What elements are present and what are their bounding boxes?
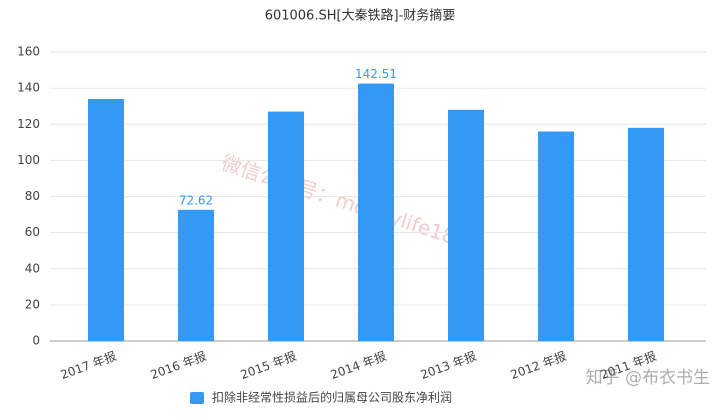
y-tick-label: 20 bbox=[25, 297, 40, 311]
bar bbox=[448, 109, 484, 341]
bar bbox=[358, 83, 394, 342]
y-tick-label: 140 bbox=[17, 81, 40, 95]
x-tick-label: 2014 年报 bbox=[328, 348, 388, 382]
x-tick-label: 2015 年报 bbox=[238, 348, 298, 382]
bar bbox=[88, 98, 124, 342]
y-tick-label: 0 bbox=[32, 334, 40, 348]
y-tick-label: 60 bbox=[25, 225, 40, 239]
watermark: 微信公众号：moneylife1818 bbox=[218, 150, 482, 256]
y-tick-label: 160 bbox=[17, 45, 40, 59]
watermark: 知乎 @布衣书生 bbox=[586, 368, 710, 388]
x-tick-label: 2017 年报 bbox=[58, 348, 118, 382]
y-tick-label: 40 bbox=[25, 261, 40, 275]
legend-label: 扣除非经常性损益后的归属母公司股东净利润 bbox=[212, 390, 452, 405]
y-tick-label: 80 bbox=[25, 189, 40, 203]
bar bbox=[178, 209, 214, 341]
y-tick-label: 120 bbox=[17, 117, 40, 131]
bar bbox=[538, 131, 574, 341]
y-tick-label: 100 bbox=[17, 153, 40, 167]
data-label: 72.62 bbox=[179, 193, 213, 207]
legend-swatch bbox=[190, 392, 204, 404]
data-label: 142.51 bbox=[355, 67, 397, 81]
x-tick-label: 2016 年报 bbox=[148, 348, 208, 382]
chart-title: 601006.SH[大秦铁路]-财务摘要 bbox=[265, 8, 456, 24]
bar bbox=[628, 127, 664, 341]
x-tick-label: 2012 年报 bbox=[508, 348, 568, 382]
bar bbox=[268, 111, 304, 341]
x-tick-label: 2013 年报 bbox=[418, 348, 478, 382]
